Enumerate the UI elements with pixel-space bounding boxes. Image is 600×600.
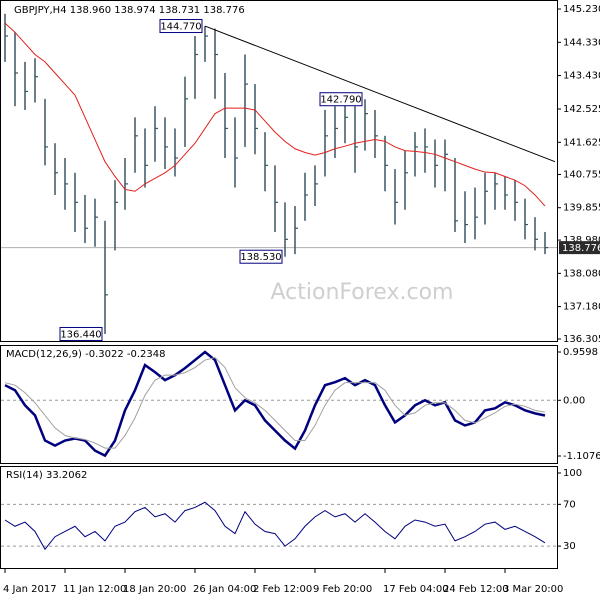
annotation-label: 144.770	[160, 22, 201, 33]
annotation-box	[59, 326, 103, 341]
y-tick-label: 137.180	[563, 302, 600, 313]
panel-frame	[0, 345, 558, 464]
y-tick-label: 140.755	[563, 169, 600, 180]
y-tick-label: 139.855	[563, 203, 600, 214]
x-tick-label: 2 Feb 12:00	[253, 584, 312, 595]
annotation-box	[319, 92, 363, 107]
x-tick-label: 9 Feb 20:00	[313, 584, 372, 595]
annotation-label: 136.440	[60, 329, 101, 340]
x-tick-label: 3 Mar 20:00	[503, 584, 563, 595]
y-tick-label: -1.1076	[563, 451, 600, 462]
y-tick-label: 138.080	[563, 268, 600, 279]
x-tick-label: 17 Feb 04:00	[383, 584, 449, 595]
panel-title: MACD(12,26,9) -0.3022 -0.2348	[6, 349, 166, 360]
indicator-line	[4, 501, 546, 551]
panel-frame	[0, 466, 558, 569]
x-tick-label: 18 Jan 20:00	[123, 584, 186, 595]
last-price-tag	[559, 241, 600, 255]
y-tick-label: 145.230	[563, 4, 600, 15]
x-tick-label: 26 Jan 04:00	[193, 584, 256, 595]
x-tick-label: 24 Feb 12:00	[443, 584, 509, 595]
annotation-box	[159, 19, 203, 34]
y-tick-label: 143.430	[563, 71, 600, 82]
y-tick-label: 0.9598	[563, 347, 598, 358]
trendline	[204, 25, 556, 163]
y-tick-label: 136.305	[563, 334, 600, 345]
annotation-label: 142.790	[320, 95, 361, 106]
y-tick-label: 30	[563, 541, 576, 552]
panel-title: RSI(14) 33.2062	[6, 470, 87, 481]
y-tick-label: 100	[563, 468, 582, 479]
y-tick-label: 141.625	[563, 137, 600, 148]
annotation-box	[239, 249, 283, 264]
indicator-line	[4, 356, 546, 449]
annotation-label: 138.530	[240, 252, 281, 263]
panel-title: GBPJPY,H4 138.960 138.974 138.731 138.77…	[14, 5, 245, 16]
y-tick-label: 144.330	[563, 37, 600, 48]
y-tick-label: 70	[563, 499, 576, 510]
x-tick-label: 11 Jan 12:00	[63, 584, 126, 595]
y-tick-label: 0.00	[563, 395, 585, 406]
x-tick-label: 4 Jan 2017	[3, 584, 57, 595]
indicator-line	[4, 350, 546, 458]
y-tick-label: 142.525	[563, 104, 600, 115]
moving-average	[4, 22, 546, 207]
watermark: ActionForex.com	[271, 280, 454, 305]
panel-frame	[0, 0, 558, 342]
last-price-label: 138.776	[562, 243, 600, 254]
y-tick-label: 138.980	[563, 235, 600, 246]
